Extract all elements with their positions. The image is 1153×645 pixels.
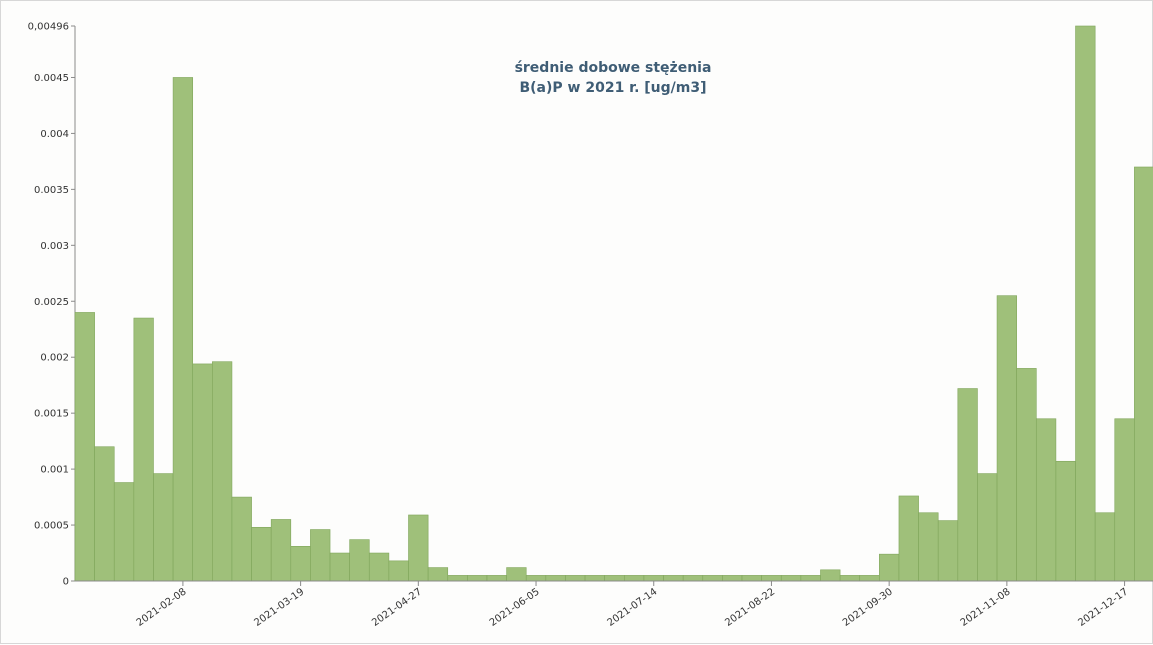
bar xyxy=(898,495,919,582)
x-tick-label: 2021-07-14 xyxy=(606,586,660,628)
bar xyxy=(427,567,449,582)
y-tick-label: 0 xyxy=(63,577,69,588)
y-tick-label: 0.004 xyxy=(40,129,69,140)
bars xyxy=(74,25,1153,582)
bar xyxy=(388,560,409,582)
bar xyxy=(957,388,978,582)
chart-title-line-2: B(a)P w 2021 r. [ug/m3] xyxy=(519,80,706,96)
bar xyxy=(1114,418,1135,582)
x-tick-label: 2021-11-08 xyxy=(959,586,1013,628)
bar xyxy=(1035,418,1057,582)
bar xyxy=(624,575,645,582)
bar xyxy=(937,520,959,582)
bar xyxy=(270,519,292,582)
bar xyxy=(682,575,704,582)
bar xyxy=(545,575,566,582)
y-tick-label: 0.0005 xyxy=(34,521,69,532)
y-tick-label: 0.001 xyxy=(40,465,69,476)
y-axis: 0 0.0005 0.001 0.0015 0.002 0.0025 0.003 0.0035… xyxy=(28,22,76,588)
x-tick-label: 2021-08-22 xyxy=(723,586,777,628)
y-tick-label: 0.0045 xyxy=(34,73,69,84)
bar xyxy=(741,575,762,582)
bar xyxy=(800,575,821,582)
x-tick-label: 2021-02-08 xyxy=(135,586,189,628)
x-tick-label: 2021-12-17 xyxy=(1076,586,1130,628)
bar xyxy=(506,567,527,582)
bar xyxy=(584,575,605,582)
bar xyxy=(839,575,861,582)
x-tick-label: 2021-03-19 xyxy=(252,586,306,628)
x-tick-label: 2021-06-05 xyxy=(488,586,542,628)
chart-title-line-1: średnie dobowe stężenia xyxy=(515,60,712,76)
bar xyxy=(113,482,135,582)
bar xyxy=(820,569,841,582)
bar xyxy=(663,575,684,582)
bar xyxy=(525,575,547,582)
bar xyxy=(329,552,350,582)
bar xyxy=(761,575,782,582)
bar xyxy=(1016,368,1037,582)
y-tick-label: 0.002 xyxy=(40,353,69,364)
bar xyxy=(702,575,723,582)
y-tick-label: 0.0025 xyxy=(34,297,69,308)
bar xyxy=(310,529,331,582)
bar xyxy=(74,312,95,582)
bar xyxy=(192,363,213,582)
bar xyxy=(565,575,586,582)
bar xyxy=(486,575,507,582)
bar xyxy=(977,473,998,582)
bar xyxy=(859,575,880,582)
bar xyxy=(467,575,488,582)
x-tick-label: 2021-09-30 xyxy=(841,586,895,628)
bar xyxy=(1055,460,1076,582)
bar xyxy=(94,446,115,582)
bar xyxy=(153,473,174,582)
bar xyxy=(879,553,900,582)
bar xyxy=(408,514,429,582)
bar xyxy=(133,317,154,582)
x-axis: 2021-02-08 2021-03-19 2021-04-27 2021-06-05… xyxy=(75,580,1153,629)
bar xyxy=(1134,166,1153,582)
bar xyxy=(1075,25,1096,582)
bar xyxy=(447,575,468,582)
bar xyxy=(251,526,272,582)
y-tick-label: 0,00496 xyxy=(28,22,69,33)
bar xyxy=(604,575,625,582)
bar xyxy=(780,575,802,582)
chart-title: średnie dobowe stężenia B(a)P w 2021 r. … xyxy=(515,60,712,96)
bar xyxy=(172,77,194,582)
bar xyxy=(996,295,1017,582)
y-tick-label: 0.003 xyxy=(40,241,69,252)
bar xyxy=(290,546,311,582)
x-tick-label: 2021-04-27 xyxy=(370,586,424,628)
bar xyxy=(212,361,233,582)
y-tick-label: 0.0015 xyxy=(34,409,69,420)
bar xyxy=(349,539,370,582)
bar xyxy=(722,575,743,582)
bar xyxy=(918,512,939,582)
y-tick-label: 0.0035 xyxy=(34,185,69,196)
bar xyxy=(643,575,664,582)
bar xyxy=(1094,512,1116,582)
bar xyxy=(368,552,390,582)
bar xyxy=(231,496,252,582)
